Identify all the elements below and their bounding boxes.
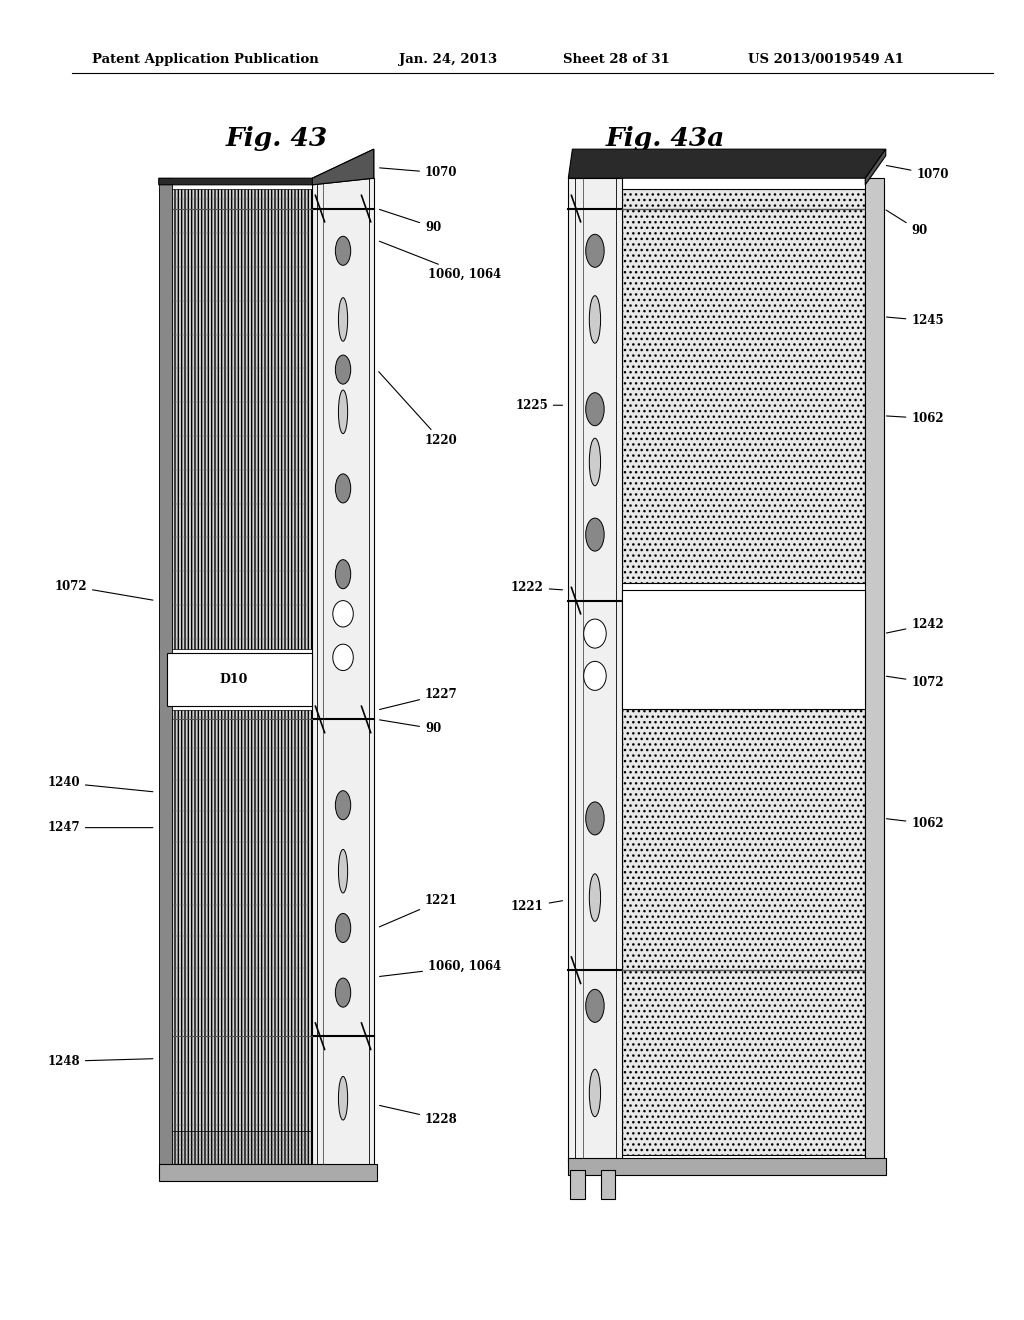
Ellipse shape (586, 990, 604, 1022)
Text: Sheet 28 of 31: Sheet 28 of 31 (563, 53, 670, 66)
Text: 90: 90 (886, 210, 928, 238)
Text: 1060, 1064: 1060, 1064 (380, 242, 502, 281)
Text: Jan. 24, 2013: Jan. 24, 2013 (399, 53, 498, 66)
Bar (865, 178, 884, 1162)
Text: 1248: 1248 (47, 1055, 153, 1068)
Text: D10: D10 (219, 673, 248, 686)
Text: 1247: 1247 (47, 821, 153, 834)
Circle shape (333, 644, 353, 671)
Bar (159, 189, 312, 649)
Text: 1072: 1072 (54, 579, 153, 601)
Text: 1240: 1240 (47, 776, 153, 792)
Ellipse shape (335, 355, 350, 384)
Polygon shape (865, 149, 886, 185)
Ellipse shape (338, 297, 347, 341)
Bar (159, 1164, 377, 1181)
Text: 1070: 1070 (887, 165, 949, 181)
Text: 1062: 1062 (887, 412, 944, 425)
Text: 1225: 1225 (515, 399, 562, 412)
Text: Fig. 43: Fig. 43 (225, 127, 328, 150)
Ellipse shape (590, 1069, 600, 1117)
Text: Fig. 43a: Fig. 43a (606, 127, 725, 150)
Text: 90: 90 (380, 719, 441, 735)
Bar (622, 189, 865, 583)
Ellipse shape (335, 913, 350, 942)
Ellipse shape (335, 236, 350, 265)
Bar (167, 653, 312, 706)
Text: US 2013/0019549 A1: US 2013/0019549 A1 (748, 53, 903, 66)
Ellipse shape (590, 438, 600, 486)
Text: 1062: 1062 (887, 817, 944, 830)
Circle shape (333, 601, 353, 627)
Bar (159, 1131, 312, 1168)
Ellipse shape (338, 1077, 347, 1119)
Text: 90: 90 (380, 210, 441, 234)
Text: 1221: 1221 (511, 900, 562, 913)
Bar (622, 590, 865, 709)
Bar (570, 1170, 585, 1199)
Text: 1222: 1222 (511, 581, 562, 594)
Circle shape (584, 619, 606, 648)
Bar (159, 710, 312, 1131)
Text: 1060, 1064: 1060, 1064 (380, 960, 502, 977)
Ellipse shape (586, 235, 604, 267)
Circle shape (584, 661, 606, 690)
Ellipse shape (335, 474, 350, 503)
Polygon shape (159, 149, 374, 185)
Ellipse shape (338, 850, 347, 892)
Text: Patent Application Publication: Patent Application Publication (92, 53, 318, 66)
Bar (312, 178, 374, 1168)
Bar (568, 178, 622, 1162)
Ellipse shape (586, 393, 604, 425)
Text: 1072: 1072 (887, 676, 944, 689)
Text: 1221: 1221 (379, 894, 458, 927)
Polygon shape (312, 149, 374, 185)
Text: 1228: 1228 (380, 1105, 458, 1126)
Bar (568, 1158, 886, 1175)
Text: 1245: 1245 (887, 314, 944, 327)
Ellipse shape (338, 391, 347, 433)
Ellipse shape (590, 874, 600, 921)
Text: 1070: 1070 (380, 166, 458, 180)
Bar (601, 1170, 615, 1199)
Text: 1220: 1220 (379, 372, 458, 447)
Ellipse shape (335, 791, 350, 820)
Ellipse shape (586, 801, 604, 836)
Bar (622, 709, 865, 1155)
Polygon shape (568, 149, 886, 178)
Ellipse shape (586, 517, 604, 552)
Text: 1227: 1227 (380, 688, 458, 709)
Ellipse shape (335, 560, 350, 589)
Text: 1242: 1242 (887, 618, 944, 634)
Ellipse shape (590, 296, 600, 343)
Bar (159, 178, 172, 1168)
Ellipse shape (335, 978, 350, 1007)
